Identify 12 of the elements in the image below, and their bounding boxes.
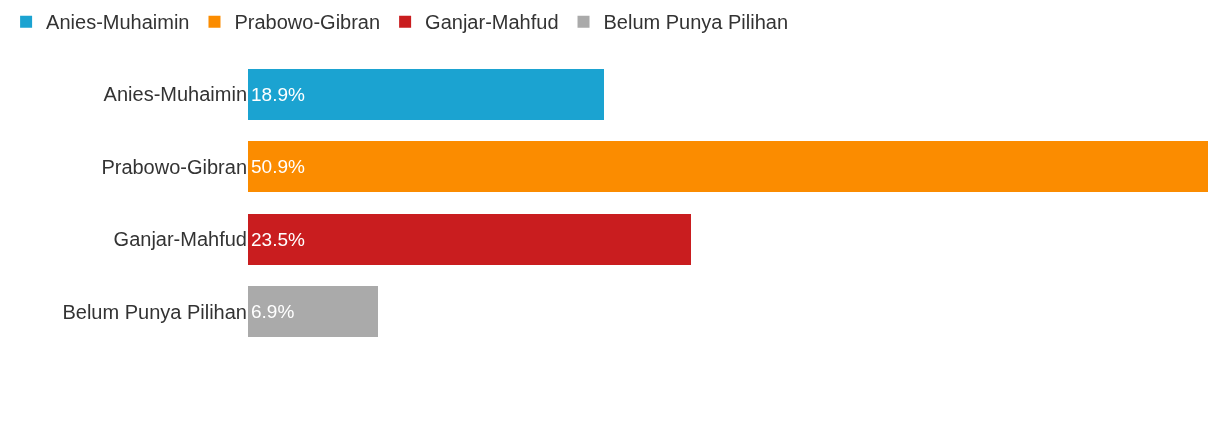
data-label: 18.9% (251, 83, 305, 105)
data-label: 50.9% (251, 156, 305, 178)
y-tick-label: Prabowo-Gibran (101, 155, 247, 178)
y-tick-label: Belum Punya Pilihan (62, 300, 247, 323)
y-tick-label: Anies-Muhaimin (103, 83, 247, 106)
data-label: 23.5% (251, 228, 305, 250)
legend-label: Belum Punya Pilihan (603, 11, 789, 34)
y-tick-label: Ganjar-Mahfud (113, 228, 247, 251)
legend-label: Ganjar-Mahfud (425, 11, 559, 34)
legend-label: Prabowo-Gibran (234, 11, 381, 34)
data-label: 6.9% (251, 301, 295, 323)
legend-label: Anies-Muhaimin (46, 11, 190, 34)
